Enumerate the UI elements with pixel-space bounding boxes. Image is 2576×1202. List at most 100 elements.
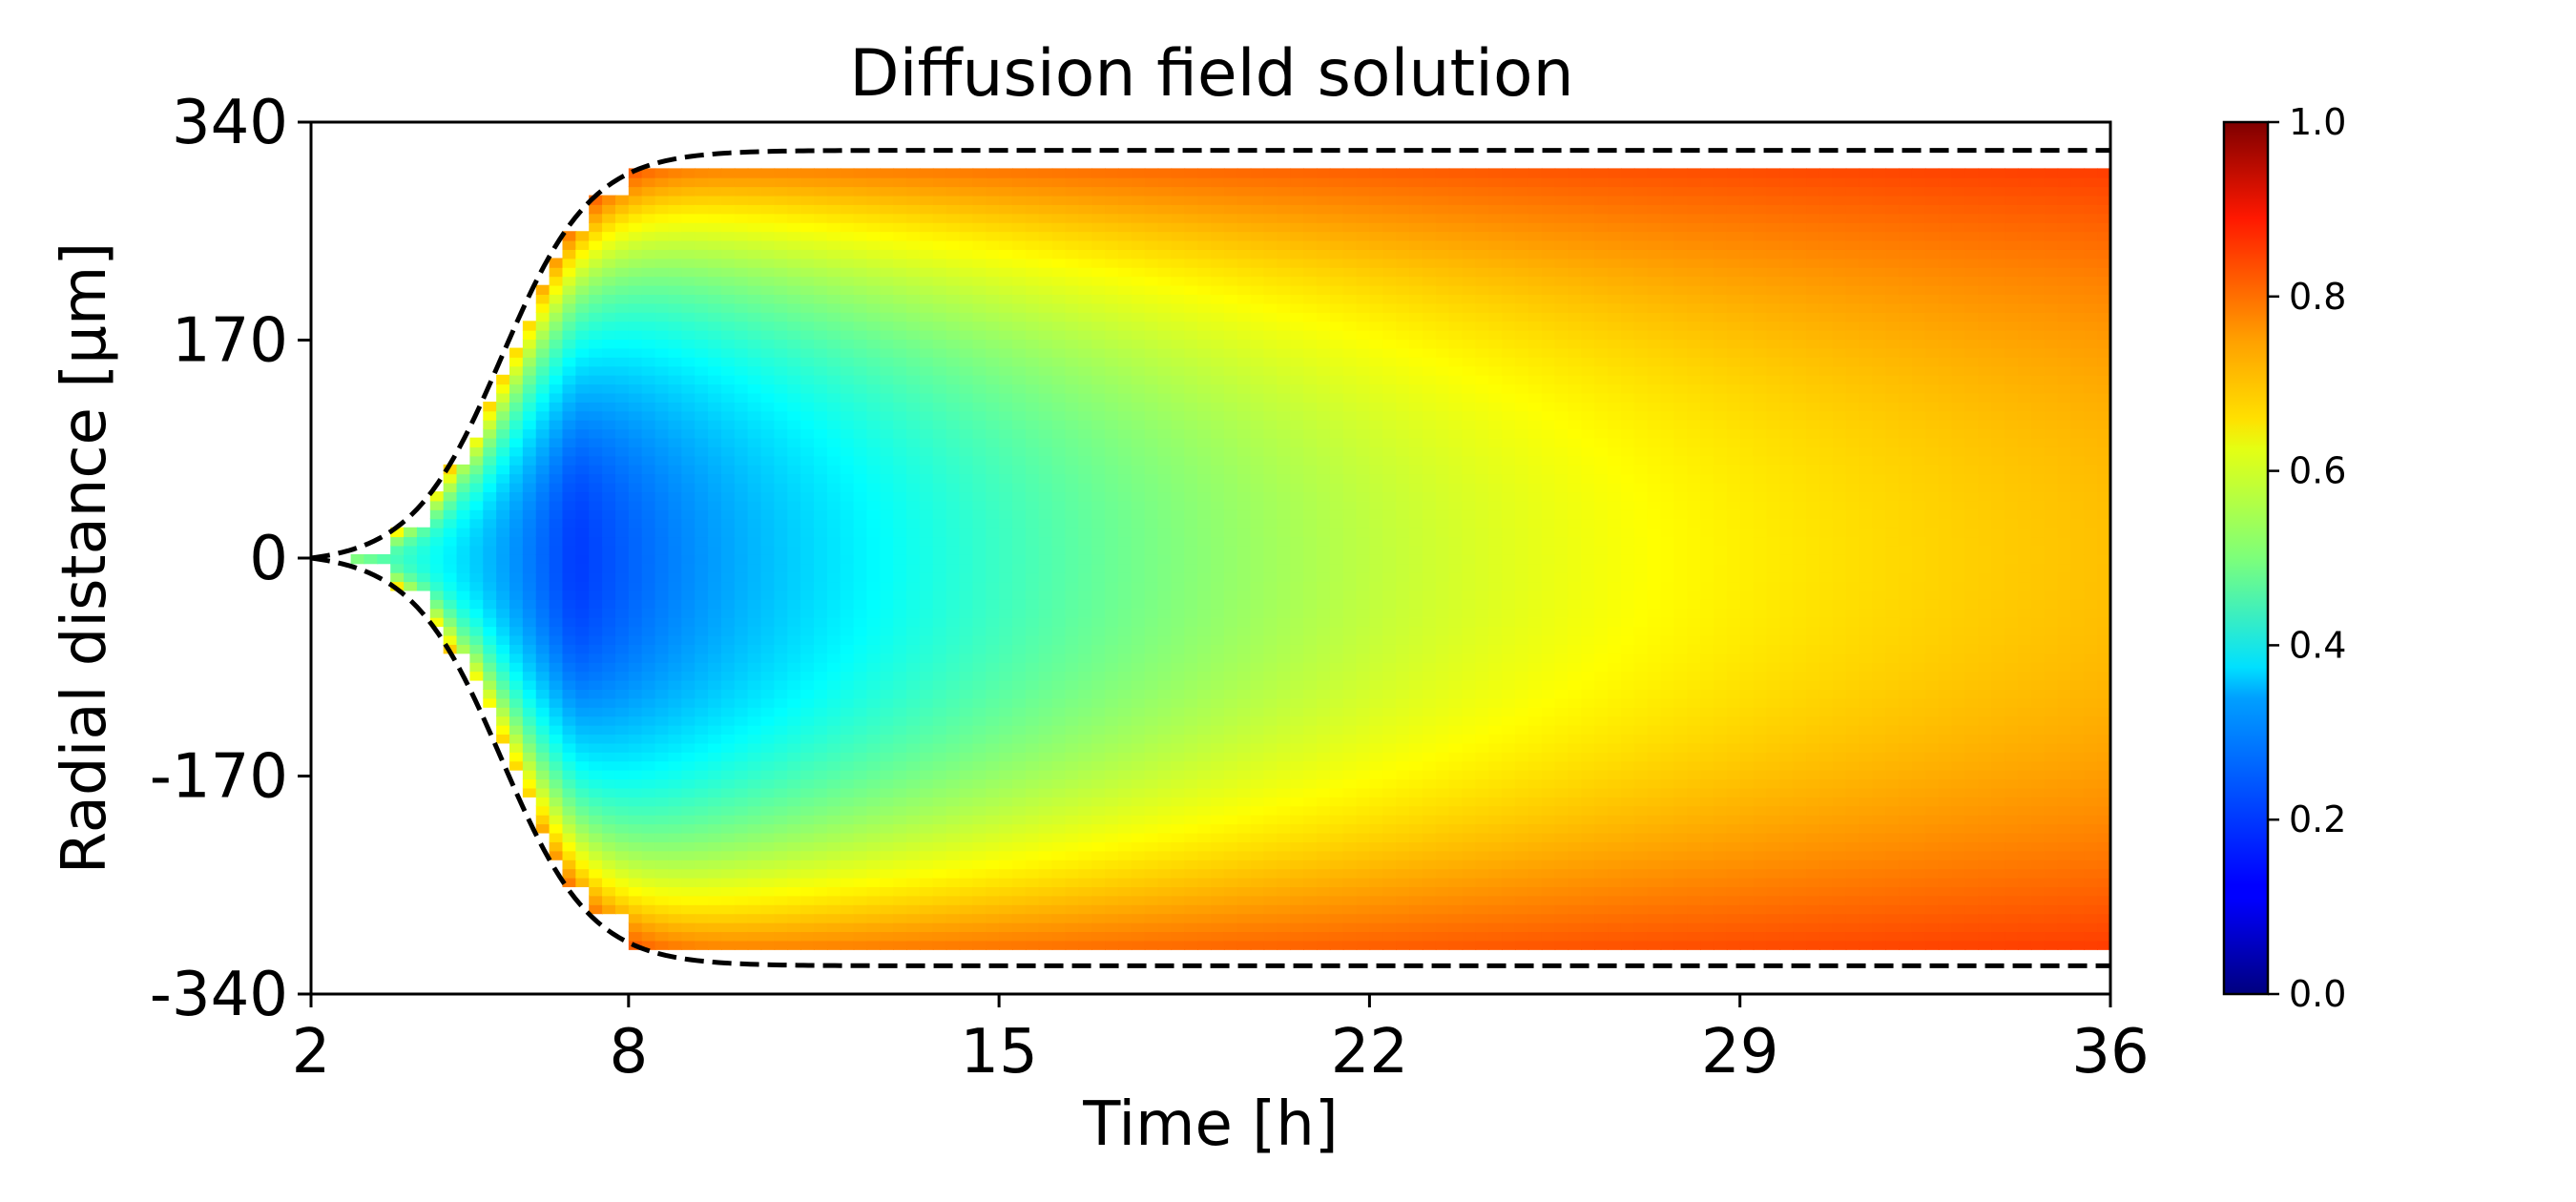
heatmap-cell xyxy=(1184,922,1199,933)
heatmap-cell xyxy=(945,221,961,233)
heatmap-cell xyxy=(813,402,828,412)
heatmap-cell xyxy=(893,221,907,233)
heatmap-cell xyxy=(1065,186,1080,197)
heatmap-cell xyxy=(972,877,987,887)
heatmap-cell xyxy=(1078,284,1093,296)
heatmap-cell xyxy=(787,383,802,394)
heatmap-cell xyxy=(668,356,683,367)
heatmap-cell xyxy=(800,168,815,178)
heatmap-cell xyxy=(469,437,485,447)
heatmap-cell xyxy=(840,778,855,789)
heatmap-cell xyxy=(880,814,895,825)
heatmap-cell xyxy=(1051,402,1067,412)
heatmap-cell xyxy=(1157,679,1173,690)
heatmap-cell xyxy=(826,760,841,771)
heatmap-cell xyxy=(1157,571,1173,583)
heatmap-cell xyxy=(945,868,961,879)
heatmap-cell xyxy=(720,536,736,547)
heatmap-cell xyxy=(1263,940,1278,950)
heatmap-cell xyxy=(1105,571,1119,583)
heatmap-cell xyxy=(681,895,696,905)
heatmap-cell xyxy=(999,608,1013,618)
heatmap-cell xyxy=(1157,294,1173,304)
heatmap-cell xyxy=(906,276,921,286)
heatmap-cell xyxy=(1117,329,1132,341)
heatmap-cell xyxy=(1038,339,1053,349)
heatmap-cell xyxy=(429,608,445,618)
heatmap-cell xyxy=(1236,626,1252,636)
heatmap-cell xyxy=(945,823,961,834)
heatmap-cell xyxy=(1051,356,1067,367)
heatmap-cell xyxy=(1211,302,1225,313)
heatmap-cell xyxy=(945,778,961,789)
heatmap-cell xyxy=(747,392,762,403)
heatmap-cell xyxy=(695,518,709,528)
heatmap-cell xyxy=(695,383,709,394)
heatmap-cell xyxy=(509,644,524,654)
heatmap-cell xyxy=(1157,329,1173,341)
heatmap-cell xyxy=(959,616,974,628)
heatmap-cell xyxy=(840,724,855,736)
heatmap-cell xyxy=(443,508,458,520)
heatmap-cell xyxy=(840,931,855,942)
heatmap-cell xyxy=(614,419,630,430)
heatmap-cell xyxy=(1223,374,1238,385)
heatmap-cell xyxy=(1051,886,1067,897)
heatmap-cell xyxy=(932,886,947,897)
heatmap-cell xyxy=(813,778,828,789)
heatmap-cell xyxy=(720,841,736,852)
heatmap-cell xyxy=(880,581,895,591)
heatmap-cell xyxy=(747,581,762,591)
heatmap-cell xyxy=(813,599,828,610)
heatmap-cell xyxy=(972,473,987,484)
heatmap-cell xyxy=(866,787,882,798)
heatmap-cell xyxy=(641,500,656,510)
heatmap-cell xyxy=(575,553,591,565)
heatmap-cell xyxy=(1025,339,1040,349)
heatmap-cell xyxy=(734,787,749,798)
heatmap-cell xyxy=(483,518,498,528)
heatmap-cell xyxy=(734,706,749,717)
heatmap-cell xyxy=(1236,940,1252,950)
heatmap-cell xyxy=(813,760,828,771)
heatmap-cell xyxy=(893,671,907,681)
heatmap-cell xyxy=(641,644,656,654)
heatmap-cell xyxy=(1038,204,1053,215)
heatmap-cell xyxy=(747,563,762,573)
heatmap-cell xyxy=(999,473,1013,484)
heatmap-cell xyxy=(959,868,974,879)
heatmap-cell xyxy=(1117,365,1132,376)
heatmap-cell xyxy=(853,392,868,403)
heatmap-cell xyxy=(509,590,524,600)
heatmap-cell xyxy=(1223,482,1238,493)
heatmap-cell xyxy=(535,284,551,296)
heatmap-cell xyxy=(668,500,683,510)
heatmap-cell xyxy=(853,410,868,421)
heatmap-cell xyxy=(1065,877,1080,887)
heatmap-cell xyxy=(1051,213,1067,223)
heatmap-cell xyxy=(1211,787,1225,798)
heatmap-cell xyxy=(535,661,551,673)
heatmap-cell xyxy=(509,402,524,412)
heatmap-cell xyxy=(628,482,643,493)
heatmap-cell xyxy=(562,653,577,663)
heatmap-cell xyxy=(681,473,696,484)
heatmap-cell xyxy=(496,500,510,510)
heatmap-cell xyxy=(1236,473,1252,484)
heatmap-cell xyxy=(1236,715,1252,726)
heatmap-cell xyxy=(893,473,907,484)
heatmap-cell xyxy=(760,608,776,618)
heatmap-cell xyxy=(429,599,445,610)
heatmap-cell xyxy=(999,823,1013,834)
heatmap-cell xyxy=(1144,715,1159,726)
heatmap-cell xyxy=(1105,464,1119,475)
heatmap-cell xyxy=(1157,402,1173,412)
heatmap-cell xyxy=(1171,913,1186,923)
heatmap-cell xyxy=(972,455,987,466)
heatmap-cell xyxy=(972,266,987,278)
heatmap-cell xyxy=(522,751,537,762)
heatmap-cell xyxy=(1171,940,1186,950)
heatmap-cell xyxy=(945,392,961,403)
heatmap-cell xyxy=(919,850,934,860)
heatmap-cell xyxy=(813,850,828,860)
